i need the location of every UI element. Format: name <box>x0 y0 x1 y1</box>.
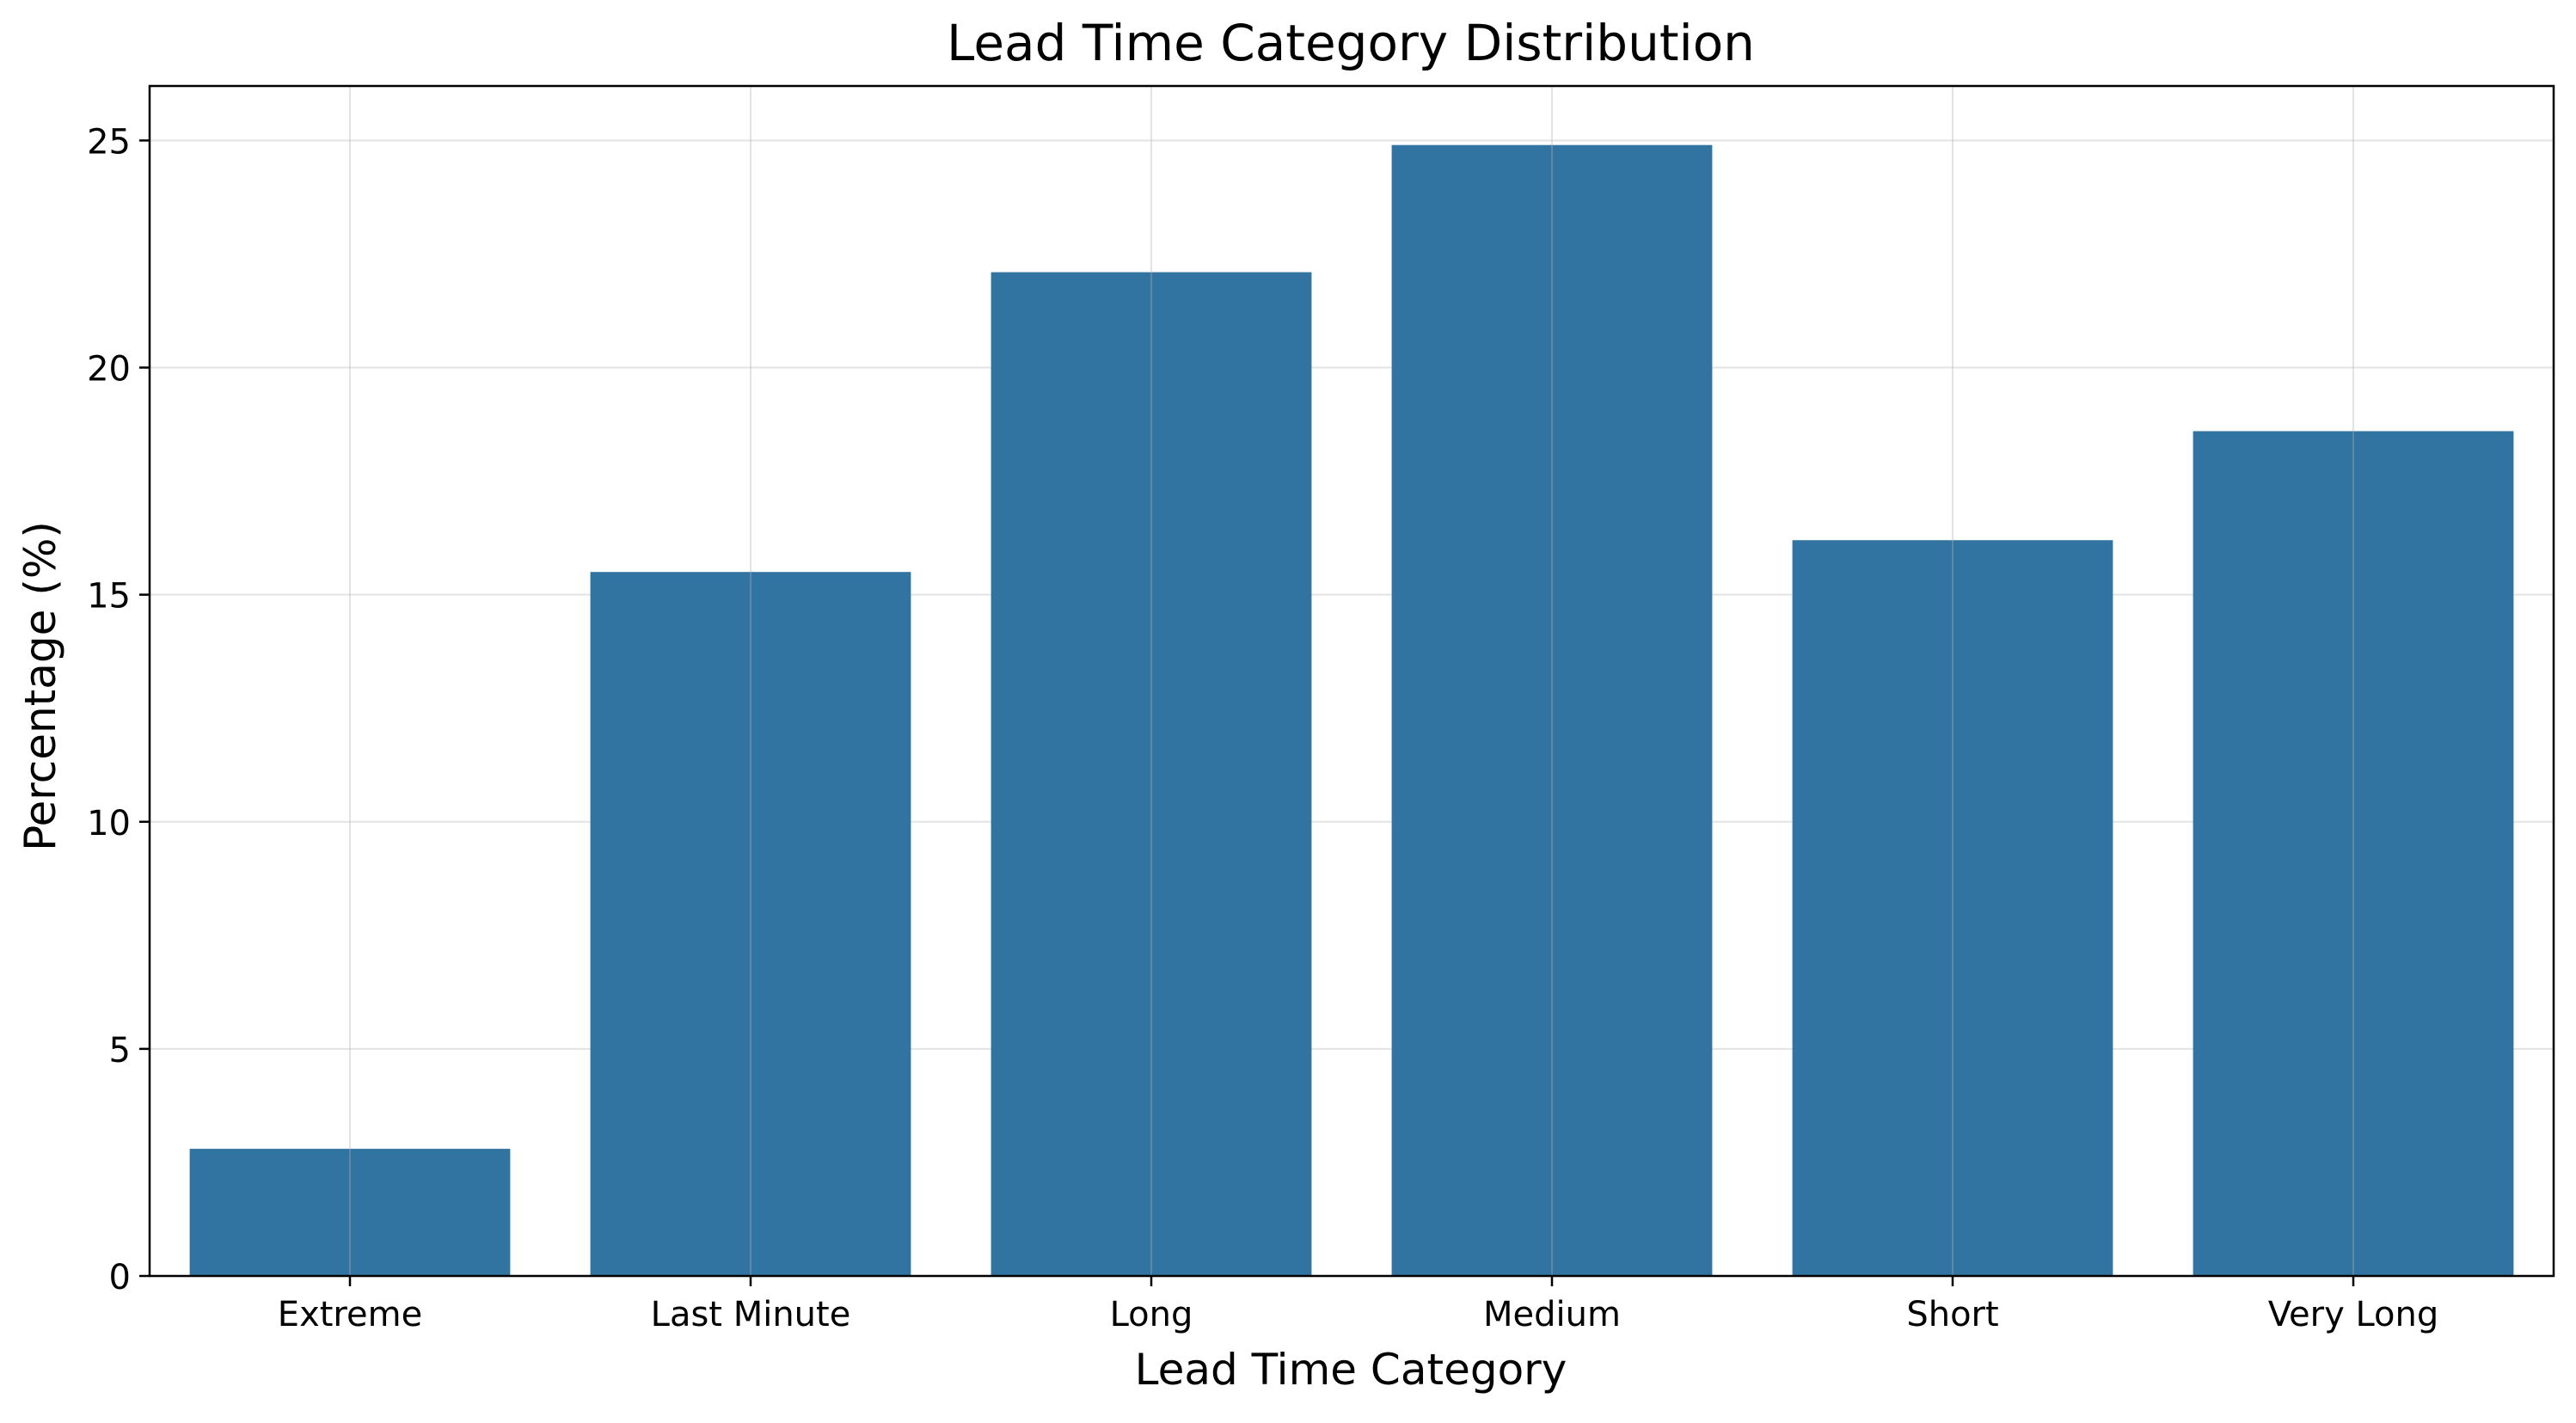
y-tick-label: 20 <box>87 350 131 389</box>
bar-extreme <box>189 1149 511 1276</box>
x-tick-label: Very Long <box>2268 1295 2439 1334</box>
x-tick-label: Extreme <box>278 1295 422 1334</box>
plot-frame <box>148 84 2555 1278</box>
x-gridlines <box>349 86 2354 1276</box>
bar-very-long <box>2193 431 2514 1276</box>
bar-medium <box>1391 144 1713 1276</box>
y-tick-label: 15 <box>87 577 131 616</box>
y-tick-label: 25 <box>87 122 131 162</box>
x-tick-label: Long <box>1110 1295 1193 1334</box>
x-axis-ticks: Extreme Last Minute Long Medium Short Very Lo… <box>278 1276 2438 1334</box>
x-axis-label: Lead Time Category <box>1135 1345 1567 1395</box>
x-tick-label: Last Minute <box>651 1295 851 1334</box>
y-tick-label: 5 <box>109 1031 131 1070</box>
y-axis-ticks: 0 5 10 15 20 25 <box>87 122 150 1297</box>
bar-long <box>991 272 1312 1277</box>
bar-last-minute <box>590 572 911 1276</box>
bars <box>189 144 2514 1277</box>
x-tick-label: Medium <box>1483 1295 1621 1334</box>
y-tick-label: 10 <box>87 804 131 843</box>
y-tick-label: 0 <box>109 1258 131 1297</box>
y-axis-label: Percentage (%) <box>15 521 65 851</box>
chart-title: Lead Time Category Distribution <box>947 14 1755 72</box>
x-tick-label: Short <box>1906 1295 1998 1334</box>
bar-short <box>1792 540 2113 1276</box>
